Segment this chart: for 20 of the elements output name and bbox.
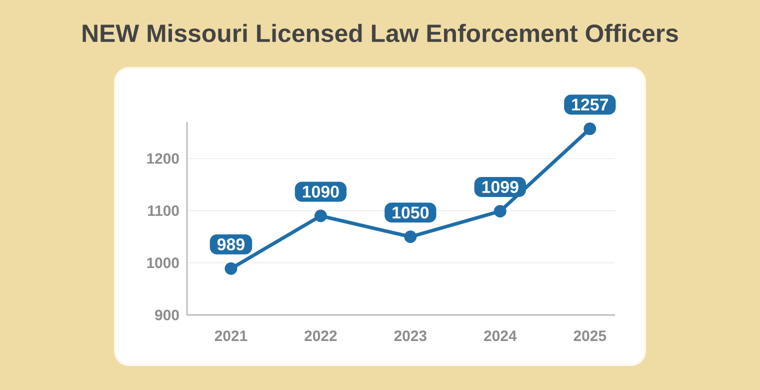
x-tick-label: 2025 (574, 330, 606, 342)
data-label: 1050 (392, 206, 429, 219)
point (404, 230, 417, 244)
x-tick-label: 2024 (484, 330, 517, 342)
point (314, 210, 327, 222)
data-label: 1257 (572, 98, 608, 111)
y-tick-label: 900 (155, 310, 179, 320)
chart-title: NEW Missouri Licensed Law Enforcement Officers (82, 24, 678, 42)
y-tick-label: 1100 (148, 205, 179, 216)
y-tick-label: 1000 (147, 258, 179, 268)
x-tick-label: 2023 (394, 330, 426, 342)
point (584, 122, 596, 136)
data-label: 1099 (482, 181, 518, 194)
point (494, 204, 506, 218)
x-tick-label: 2021 (214, 330, 248, 342)
x-tick-label: 2022 (304, 330, 337, 342)
data-label: 989 (217, 238, 244, 250)
y-tick-label: 1200 (147, 153, 179, 164)
point (224, 262, 238, 275)
data-label: 1090 (302, 186, 339, 198)
